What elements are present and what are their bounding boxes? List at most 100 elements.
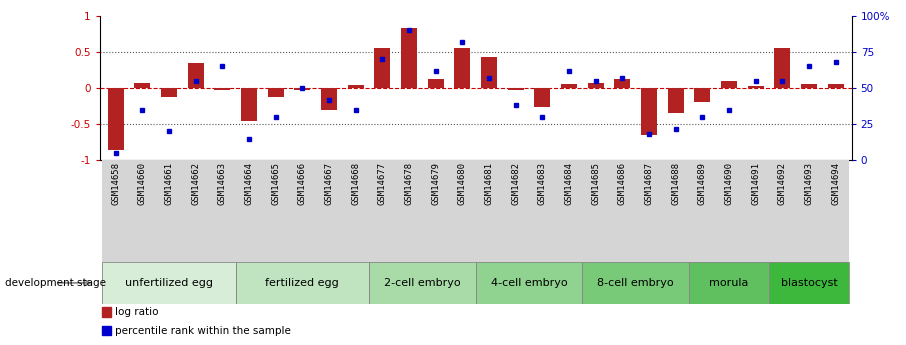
Text: GSM14682: GSM14682 (511, 162, 520, 206)
Bar (294, 88, 311, 90)
Bar (588, 83, 603, 88)
Text: GSM14664: GSM14664 (245, 162, 254, 206)
Bar (215, 88, 230, 90)
Bar (583, 160, 609, 264)
Text: GSM14663: GSM14663 (217, 162, 226, 206)
Bar (101, 307, 111, 316)
Bar (108, 88, 123, 149)
Bar (614, 79, 631, 88)
Text: GSM14658: GSM14658 (111, 162, 120, 206)
Bar (369, 160, 396, 264)
Bar (422, 160, 449, 264)
Bar (236, 262, 369, 304)
Bar (129, 160, 156, 264)
Text: morula: morula (709, 278, 748, 288)
Bar (476, 262, 583, 304)
Bar (102, 160, 129, 264)
Text: GSM14693: GSM14693 (805, 162, 814, 206)
Bar (583, 262, 689, 304)
Text: GSM14677: GSM14677 (378, 162, 387, 206)
Bar (742, 160, 769, 264)
Text: GSM14680: GSM14680 (458, 162, 467, 206)
Text: 2-cell embryo: 2-cell embryo (384, 278, 460, 288)
Bar (401, 28, 417, 88)
Bar (507, 88, 524, 90)
Bar (641, 88, 657, 135)
Bar (801, 84, 817, 88)
Bar (267, 88, 284, 97)
Bar (156, 160, 182, 264)
Text: GSM14665: GSM14665 (271, 162, 280, 206)
Bar (369, 262, 476, 304)
Bar (342, 160, 369, 264)
Bar (321, 88, 337, 110)
Text: GSM14668: GSM14668 (352, 162, 361, 206)
Bar (828, 84, 843, 88)
Bar (476, 160, 502, 264)
Bar (134, 83, 150, 88)
Bar (289, 160, 315, 264)
Text: GSM14681: GSM14681 (485, 162, 494, 206)
Bar (609, 160, 636, 264)
Bar (236, 160, 263, 264)
Bar (636, 160, 662, 264)
Text: GSM14660: GSM14660 (138, 162, 147, 206)
Bar (315, 160, 342, 264)
Text: unfertilized egg: unfertilized egg (125, 278, 213, 288)
Bar (161, 88, 177, 97)
Bar (689, 262, 769, 304)
Text: GSM14666: GSM14666 (298, 162, 307, 206)
Bar (555, 160, 583, 264)
Bar (101, 326, 111, 335)
Text: development stage: development stage (5, 278, 105, 288)
Text: GSM14692: GSM14692 (778, 162, 786, 206)
Text: GSM14678: GSM14678 (404, 162, 413, 206)
Text: GSM14679: GSM14679 (431, 162, 440, 206)
Text: GSM14684: GSM14684 (564, 162, 573, 206)
Bar (529, 160, 555, 264)
Text: GSM14667: GSM14667 (324, 162, 333, 206)
Bar (102, 262, 236, 304)
Bar (348, 85, 363, 88)
Text: percentile rank within the sample: percentile rank within the sample (115, 326, 291, 336)
Text: 4-cell embryo: 4-cell embryo (491, 278, 567, 288)
Bar (263, 160, 289, 264)
Bar (775, 48, 790, 88)
Bar (502, 160, 529, 264)
Bar (795, 160, 823, 264)
Bar (721, 81, 737, 88)
Bar (694, 88, 710, 102)
Bar (716, 160, 742, 264)
Text: GSM14689: GSM14689 (698, 162, 707, 206)
Text: GSM14685: GSM14685 (591, 162, 600, 206)
Bar (769, 160, 795, 264)
Text: GSM14686: GSM14686 (618, 162, 627, 206)
Text: GSM14690: GSM14690 (725, 162, 734, 206)
Bar (823, 160, 849, 264)
Bar (747, 86, 764, 88)
Bar (241, 88, 257, 120)
Text: 8-cell embryo: 8-cell embryo (597, 278, 674, 288)
Bar (182, 160, 209, 264)
Text: GSM14694: GSM14694 (831, 162, 840, 206)
Bar (689, 160, 716, 264)
Text: GSM14687: GSM14687 (644, 162, 653, 206)
Bar (449, 160, 476, 264)
Bar (209, 160, 236, 264)
Text: fertilized egg: fertilized egg (265, 278, 339, 288)
Text: GSM14691: GSM14691 (751, 162, 760, 206)
Bar (454, 48, 470, 88)
Bar (481, 57, 497, 88)
Bar (535, 88, 550, 107)
Bar (668, 88, 684, 113)
Bar (428, 79, 444, 88)
Text: blastocyst: blastocyst (781, 278, 837, 288)
Bar (396, 160, 422, 264)
Text: GSM14662: GSM14662 (191, 162, 200, 206)
Text: GSM14661: GSM14661 (165, 162, 173, 206)
Bar (374, 48, 390, 88)
Bar (561, 83, 577, 88)
Text: log ratio: log ratio (115, 307, 159, 317)
Text: GSM14683: GSM14683 (538, 162, 547, 206)
Bar (188, 62, 204, 88)
